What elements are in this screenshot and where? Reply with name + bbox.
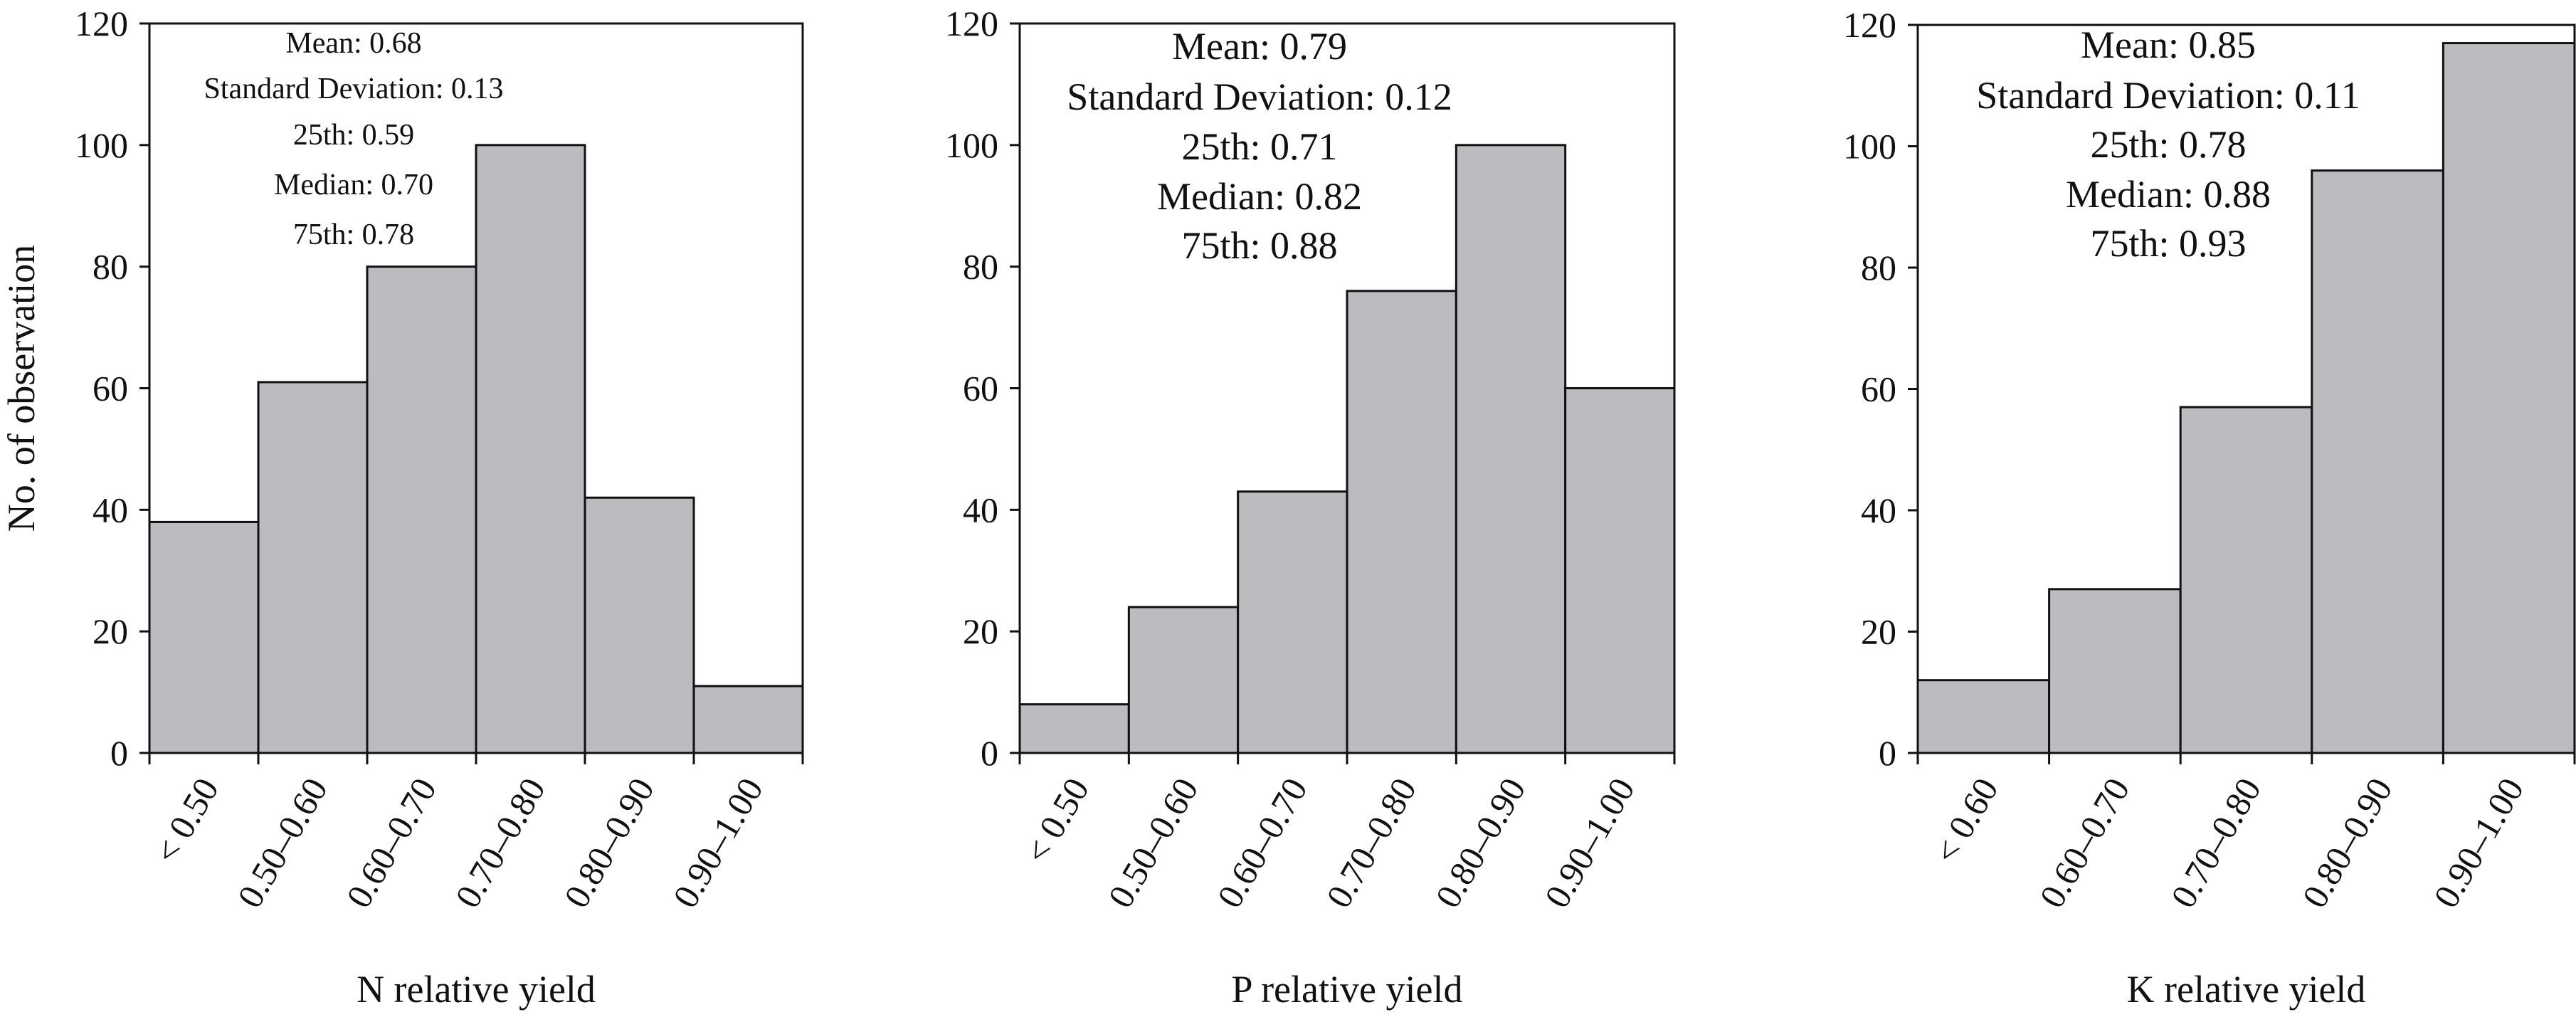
x-category-label: 0.70–0.80: [2163, 771, 2269, 915]
y-tick-label: 100: [945, 125, 998, 165]
x-category-label: < 0.50: [1017, 771, 1097, 870]
y-tick-label: 0: [981, 733, 998, 773]
stats-annotation-line: Standard Deviation: 0.13: [204, 73, 503, 105]
stats-annotation-line: Standard Deviation: 0.12: [1067, 75, 1452, 118]
x-category-label: 0.70–0.80: [448, 771, 553, 915]
x-category-label: 0.60–0.70: [1209, 771, 1314, 915]
x-category-label: 0.80–0.90: [2294, 771, 2400, 915]
x-category-label: 0.60–0.70: [339, 771, 444, 915]
stats-annotation-line: 25th: 0.59: [293, 119, 414, 152]
bar: [2311, 169, 2444, 754]
y-tick-label: 20: [93, 611, 128, 651]
bar: [1564, 387, 1676, 754]
bar: [2442, 42, 2576, 754]
bar: [692, 685, 804, 754]
x-category-label: < 0.60: [1926, 771, 2006, 870]
y-tick-label: 40: [963, 490, 998, 529]
y-tick-label: 120: [1843, 5, 1896, 45]
x-category-label: 0.50–0.60: [1100, 771, 1205, 915]
x-category-label: 0.80–0.90: [1427, 771, 1533, 915]
stats-annotation-line: Standard Deviation: 0.11: [1976, 74, 2360, 117]
y-tick-label: 120: [945, 4, 998, 43]
x-category-label: 0.90–1.00: [1536, 771, 1642, 915]
bar: [1018, 703, 1130, 754]
x-category-label: < 0.50: [146, 771, 226, 870]
bar: [1455, 144, 1567, 754]
y-tick-label: 60: [963, 369, 998, 409]
stats-annotation-line: 75th: 0.78: [293, 218, 414, 251]
bar: [1346, 290, 1457, 754]
stats-annotation-line: Median: 0.88: [2066, 173, 2271, 216]
y-tick-label: 80: [963, 247, 998, 287]
x-axis-title: K relative yield: [2127, 968, 2366, 1011]
bar: [1916, 679, 2051, 754]
bar: [366, 265, 477, 754]
y-tick-label: 120: [75, 4, 128, 43]
x-category-label: 0.70–0.80: [1319, 771, 1424, 914]
x-category-label: 0.60–0.70: [2032, 771, 2137, 915]
y-tick-label: 0: [1879, 733, 1896, 773]
bar: [1127, 606, 1240, 754]
stats-annotation-line: 75th: 0.93: [2090, 222, 2246, 265]
stats-annotation-line: Mean: 0.85: [2081, 23, 2256, 66]
y-tick-label: 80: [93, 247, 128, 287]
bar: [2179, 406, 2313, 754]
x-category-label: 0.50–0.60: [230, 771, 335, 915]
stats-annotation-line: Mean: 0.79: [1172, 25, 1347, 68]
stats-annotation-line: Median: 0.70: [274, 169, 433, 201]
y-axis-title: No. of observation: [0, 245, 43, 532]
stats-annotation-line: 25th: 0.71: [1181, 125, 1337, 168]
x-category-label: 0.90–1.00: [2426, 771, 2531, 915]
bar: [148, 520, 260, 754]
y-tick-label: 100: [75, 125, 128, 165]
bar: [2048, 588, 2182, 754]
stats-annotation-line: Median: 0.82: [1157, 175, 1362, 218]
x-category-label: 0.80–0.90: [556, 771, 662, 915]
x-axis-title: N relative yield: [357, 968, 596, 1011]
y-tick-label: 80: [1861, 248, 1896, 288]
x-axis-title: P relative yield: [1232, 968, 1463, 1011]
y-tick-label: 100: [1843, 127, 1896, 167]
x-category-label: 0.90–1.00: [665, 771, 771, 915]
y-tick-label: 20: [963, 611, 998, 651]
y-tick-label: 0: [110, 733, 128, 773]
bar: [257, 381, 369, 754]
y-tick-label: 20: [1861, 612, 1896, 652]
bar: [475, 144, 586, 754]
y-tick-label: 40: [93, 490, 128, 529]
y-tick-label: 60: [93, 369, 128, 409]
y-tick-label: 40: [1861, 490, 1896, 530]
stats-annotation-line: Mean: 0.68: [285, 27, 421, 60]
stats-annotation-line: 25th: 0.78: [2090, 123, 2246, 166]
bar: [584, 496, 695, 754]
y-tick-label: 60: [1861, 369, 1896, 409]
bar: [1237, 490, 1348, 754]
stats-annotation-line: 75th: 0.88: [1181, 224, 1337, 267]
